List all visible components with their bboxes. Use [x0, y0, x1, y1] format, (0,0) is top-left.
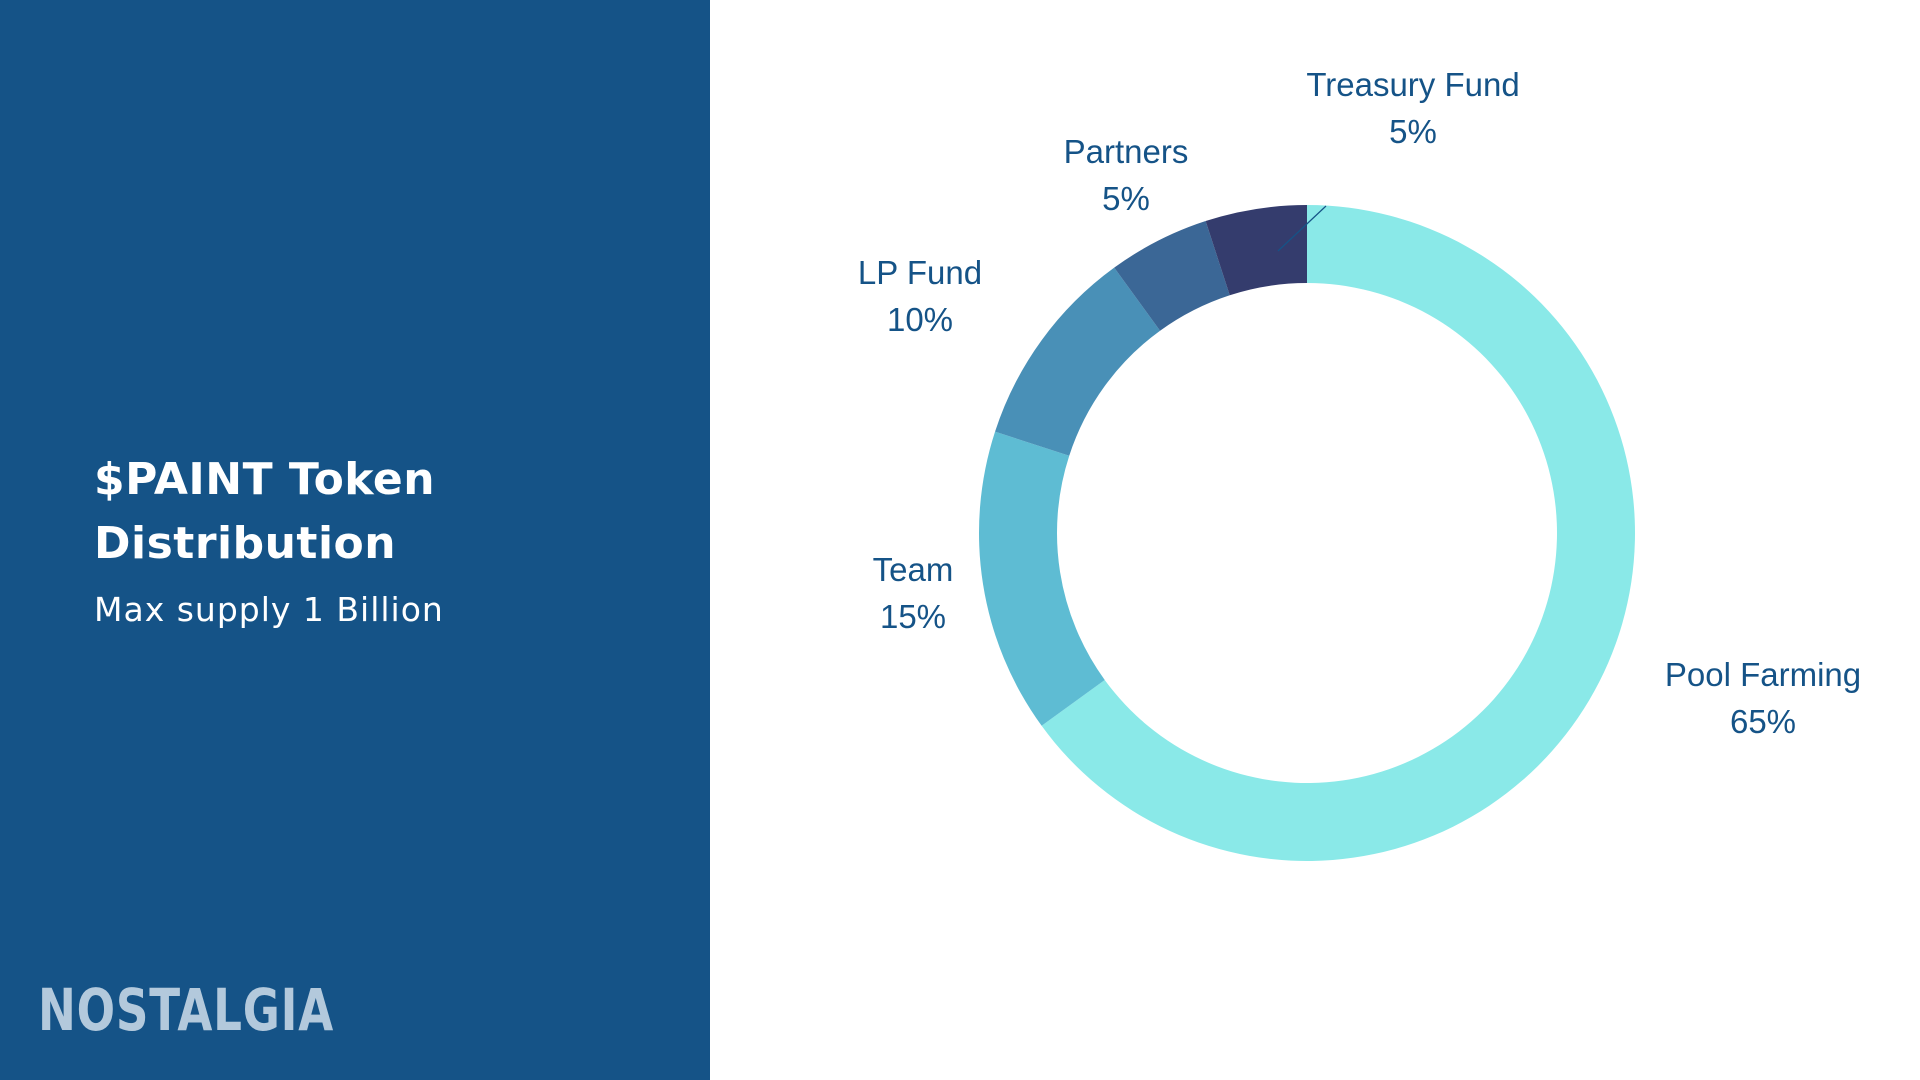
donut-slice-partners: [1114, 221, 1230, 331]
slice-label-partners: Partners: [1064, 133, 1189, 170]
slice-labels: Pool Farming 65% Team 15% LP Fund 10% Partners…: [858, 66, 1861, 740]
slide-subtitle: Max supply 1 Billion: [94, 590, 444, 629]
slice-value-treasury-fund: 5%: [1389, 113, 1437, 150]
title-line-1: $PAINT Token: [94, 454, 436, 505]
slice-value-partners: 5%: [1102, 180, 1150, 217]
donut-slice-treasury-fund: [1205, 205, 1307, 296]
slice-value-team: 15%: [880, 598, 946, 635]
slice-label-team: Team: [873, 551, 954, 588]
slice-label-pool-farming: Pool Farming: [1665, 656, 1861, 693]
slice-value-lp-fund: 10%: [887, 301, 953, 338]
brand-logo: NOSTALGIA: [38, 976, 335, 1044]
slice-label-lp-fund: LP Fund: [858, 254, 982, 291]
donut-slice-lp-fund: [995, 267, 1161, 456]
treasury-leader-line: [1277, 205, 1327, 252]
donut-slice-team: [979, 431, 1105, 726]
title-panel: $PAINT Token Distribution Max supply 1 B…: [0, 0, 710, 1080]
donut-chart: Pool Farming 65% Team 15% LP Fund 10% Partners…: [858, 66, 1861, 862]
slice-value-pool-farming: 65%: [1730, 703, 1796, 740]
slice-label-treasury-fund: Treasury Fund: [1306, 66, 1519, 103]
donut-slices: [979, 205, 1635, 862]
slide-title: $PAINT Token Distribution: [94, 448, 634, 576]
title-line-2: Distribution: [94, 518, 397, 569]
